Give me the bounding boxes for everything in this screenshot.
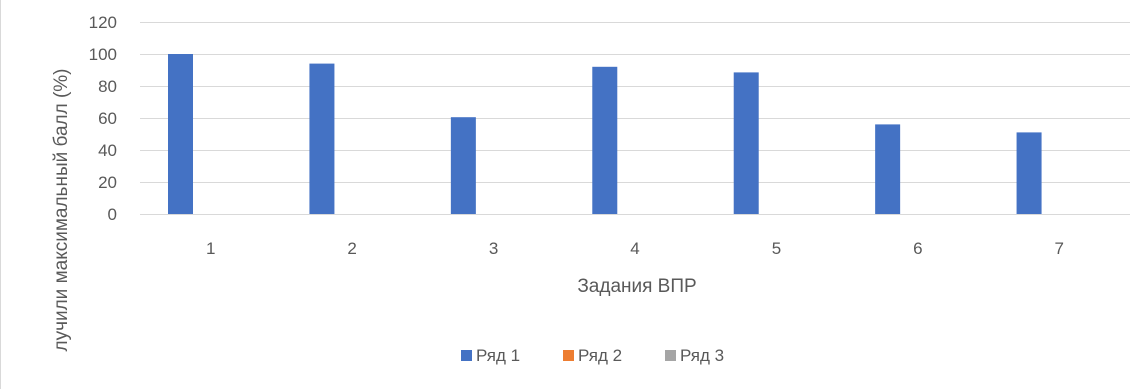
y-tick-label: 0	[108, 205, 117, 224]
legend-label: Ряд 2	[578, 346, 622, 365]
x-tick-label: 6	[913, 239, 922, 258]
x-tick-label: 1	[206, 239, 215, 258]
legend-label: Ряд 3	[680, 346, 724, 365]
legend-label: Ряд 1	[476, 346, 520, 365]
x-tick-label: 4	[630, 239, 639, 258]
y-tick-label: 100	[89, 45, 117, 64]
x-tick-label: 2	[347, 239, 356, 258]
legend-swatch	[461, 350, 472, 361]
x-axis-title: Задания ВПР	[577, 276, 696, 297]
bar-Ряд-1-1	[168, 54, 193, 214]
y-tick-label: 80	[98, 77, 117, 96]
x-tick-label: 3	[489, 239, 498, 258]
gridlines	[140, 22, 1130, 215]
bar-Ряд-1-7	[1016, 132, 1042, 214]
y-tick-label: 60	[98, 109, 117, 128]
legend-swatch	[665, 350, 676, 361]
bar-Ряд-1-6	[875, 124, 901, 214]
bar-Ряд-1-4	[592, 66, 618, 214]
bars	[168, 54, 1042, 215]
bar-Ряд-1-2	[309, 63, 335, 214]
bar-Ряд-1-3	[450, 117, 476, 214]
x-tick-label: 5	[772, 239, 781, 258]
y-axis-ticks: 0 20 40 60 80 100 120	[89, 13, 117, 224]
x-tick-label: 7	[1055, 239, 1064, 258]
y-tick-label: 40	[98, 141, 117, 160]
x-axis-ticks: 1 2 3 4 5 6 7	[206, 239, 1064, 258]
bar-Ряд-1-5	[733, 72, 759, 215]
legend-swatch	[563, 350, 574, 361]
y-axis-title: лучили максимальный балл (%)	[51, 68, 72, 351]
y-tick-label: 120	[89, 13, 117, 32]
legend: Ряд 1 Ряд 2 Ряд 3	[461, 346, 724, 365]
y-tick-label: 20	[98, 173, 117, 192]
